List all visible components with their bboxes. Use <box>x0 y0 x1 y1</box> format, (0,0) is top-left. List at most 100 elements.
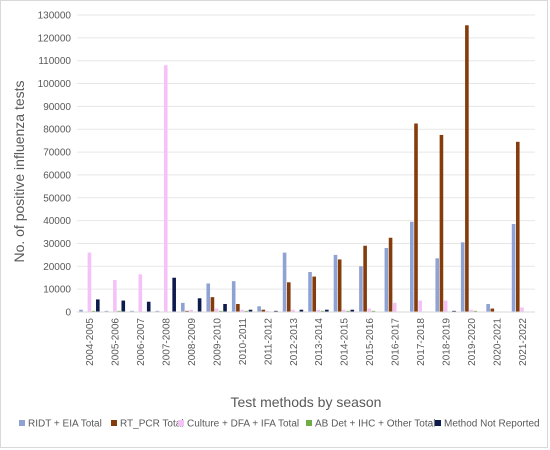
bar <box>490 308 495 312</box>
bar <box>291 309 295 312</box>
bar <box>443 300 448 312</box>
bar <box>274 310 278 312</box>
bar <box>257 306 261 312</box>
bar <box>214 308 219 312</box>
bar <box>511 224 516 312</box>
legend-swatch <box>19 420 25 426</box>
bar <box>104 310 109 312</box>
bars <box>79 25 524 313</box>
bar <box>189 309 193 312</box>
bar <box>363 245 367 312</box>
bar <box>91 310 96 312</box>
y-tick-label: 20000 <box>43 262 71 273</box>
legend-label: RIDT + EIA Total <box>28 419 102 430</box>
bar <box>414 123 418 313</box>
y-tick-label: 100000 <box>38 79 72 90</box>
bar <box>130 310 134 312</box>
bar <box>299 309 304 312</box>
bar <box>219 310 223 312</box>
bar <box>388 237 393 312</box>
y-axis-title: No. of positive influenza tests <box>11 80 27 262</box>
y-tick-label: 120000 <box>38 33 72 44</box>
bar <box>146 301 151 312</box>
legend-swatch <box>306 420 312 426</box>
legend: RIDT + EIA Total RT_PCR Total Culture + DF… <box>19 419 540 430</box>
bar <box>460 242 465 312</box>
bar <box>197 298 202 312</box>
bar <box>181 302 185 312</box>
legend-swatch <box>178 420 184 426</box>
bar <box>325 309 329 312</box>
bar <box>473 310 478 312</box>
y-tick-label: 40000 <box>43 216 71 227</box>
bar <box>371 310 376 312</box>
bar <box>163 65 168 312</box>
legend-label: RT_PCR Total <box>120 419 184 430</box>
bar <box>121 300 126 312</box>
bar <box>138 274 143 312</box>
bar <box>231 281 236 312</box>
gridlines <box>77 14 535 290</box>
y-tick-label: 80000 <box>43 125 71 136</box>
x-tick-label: 2006-2007 <box>136 318 147 366</box>
bar <box>206 283 211 312</box>
x-tick-label: 2020-2021 <box>492 318 503 366</box>
bar <box>261 309 266 312</box>
bar <box>452 310 456 312</box>
bar <box>465 25 469 313</box>
bar <box>117 310 121 312</box>
x-tick-label: 2008-2009 <box>187 318 198 366</box>
bar <box>87 252 92 312</box>
bar <box>244 310 249 312</box>
bar <box>236 304 240 312</box>
bar <box>342 309 346 312</box>
x-tick-label: 2017-2018 <box>416 318 427 366</box>
x-tick-label: 2011-2012 <box>263 318 274 366</box>
x-tick-label: 2004-2005 <box>85 318 96 366</box>
y-tick-label: 0 <box>65 308 71 319</box>
x-tick-label: 2015-2016 <box>365 318 376 366</box>
bar <box>240 309 244 312</box>
bar <box>320 310 325 312</box>
bar <box>79 309 83 312</box>
x-tick-label: 2010-2011 <box>238 318 249 366</box>
bar <box>359 266 363 312</box>
y-tick-label: 30000 <box>43 239 71 250</box>
bar <box>435 258 440 312</box>
bar <box>337 259 342 312</box>
y-tick-label: 110000 <box>38 56 71 67</box>
bar <box>286 282 291 312</box>
x-tick-label: 2018-2019 <box>441 318 452 366</box>
bar <box>248 309 253 312</box>
bar <box>515 141 520 312</box>
bar <box>308 272 312 312</box>
bar <box>392 302 397 312</box>
bar <box>333 254 338 312</box>
y-tick-label: 10000 <box>43 285 71 296</box>
x-axis-tick-labels: 2004-2005 2005-2006 2006-2007 2007-2008 2008… <box>85 318 529 366</box>
bar <box>316 309 321 312</box>
legend-label: Method Not Reported <box>444 419 540 430</box>
legend-label: AB Det + IHC + Other Total <box>315 419 435 430</box>
bar <box>113 280 117 312</box>
x-tick-label: 2019-2020 <box>467 318 478 366</box>
y-tick-label: 70000 <box>43 148 71 159</box>
x-tick-label: 2007-2008 <box>162 318 173 366</box>
y-axis-tick-labels: 0 10000 20000 30000 40000 50000 60000 70000 8000… <box>38 11 72 319</box>
bar <box>439 134 444 312</box>
bar <box>282 252 287 312</box>
bar <box>155 310 160 312</box>
x-axis-title: Test methods by season <box>231 394 382 410</box>
bar <box>185 310 189 312</box>
x-tick-label: 2005-2006 <box>111 318 122 366</box>
y-tick-label: 90000 <box>43 102 71 113</box>
bar <box>96 299 100 312</box>
x-tick-label: 2013-2014 <box>314 318 325 366</box>
bar <box>350 309 355 312</box>
bar <box>384 248 389 312</box>
legend-swatch <box>111 420 117 426</box>
x-tick-label: 2021-2022 <box>518 318 529 366</box>
bar <box>346 310 350 312</box>
bar <box>265 310 270 312</box>
